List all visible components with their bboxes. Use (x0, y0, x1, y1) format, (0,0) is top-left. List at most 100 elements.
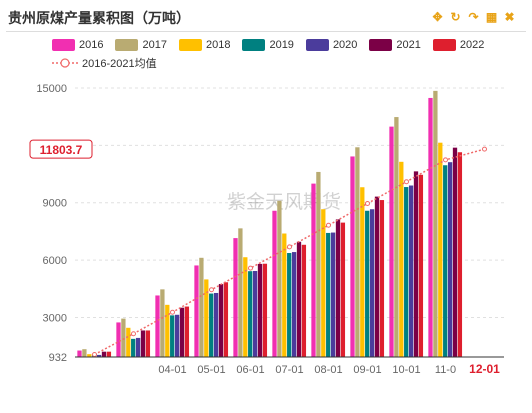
bar-2018-08-01[interactable] (321, 209, 326, 357)
bar-2018-06-01[interactable] (243, 257, 248, 357)
bar-2022-03[interactable] (145, 330, 151, 357)
bar-2016-10-01[interactable] (389, 126, 394, 358)
bar-2017-03[interactable] (121, 318, 126, 357)
bar-2016-03[interactable] (116, 322, 121, 357)
bar-2016-05-01[interactable] (194, 265, 199, 357)
save-image-icon[interactable]: ▦ (485, 9, 498, 24)
close-icon[interactable]: ✖ (504, 9, 515, 24)
bar-2021-07-01[interactable] (296, 241, 302, 357)
bar-2020-07-01[interactable] (291, 252, 297, 357)
bar-2018-04-01[interactable] (165, 304, 170, 357)
bar-2022-04-01[interactable] (184, 306, 190, 357)
bar-2016-08-01[interactable] (311, 183, 316, 357)
average-point-03[interactable] (131, 331, 136, 337)
bar-2019-04-01[interactable] (170, 315, 175, 357)
bar-2022-10-01[interactable] (418, 174, 424, 357)
bar-2019-05-01[interactable] (209, 293, 214, 357)
bar-2020-11-01[interactable] (447, 162, 453, 357)
legend-item-2021[interactable]: 2021 (369, 39, 421, 51)
bar-2016-02[interactable] (77, 350, 82, 357)
average-point-10-01[interactable] (404, 179, 409, 185)
bar-2018-10-01[interactable] (399, 161, 404, 357)
bar-2018-07-01[interactable] (282, 233, 287, 357)
bar-2020-02[interactable] (96, 354, 102, 357)
share-icon[interactable]: ↷ (468, 9, 479, 24)
bar-2020-08-01[interactable] (330, 232, 336, 357)
bar-2016-04-01[interactable] (155, 295, 160, 357)
bar-2019-07-01[interactable] (287, 253, 292, 357)
bar-2020-04-01[interactable] (174, 314, 180, 357)
average-point-09-01[interactable] (365, 200, 370, 206)
legend-item-2020[interactable]: 2020 (305, 39, 357, 51)
average-point-04-01[interactable] (170, 309, 175, 315)
y-highlight-box (29, 139, 93, 159)
chart-title: 贵州原煤产量累积图（万吨） (8, 11, 190, 27)
bar-2021-03[interactable] (140, 330, 146, 357)
bar-2016-09-01[interactable] (350, 156, 355, 357)
bar-2017-06-01[interactable] (238, 228, 243, 357)
bar-2017-07-01[interactable] (277, 200, 282, 357)
bar-2022-02[interactable] (106, 351, 112, 357)
bar-2017-05-01[interactable] (199, 257, 204, 357)
bar-2018-05-01[interactable] (204, 279, 209, 357)
legend-item-2018[interactable]: 2018 (178, 39, 230, 51)
bar-2021-11-01[interactable] (452, 147, 458, 357)
legend-item-average[interactable]: 2016-2021均值 (52, 55, 157, 71)
bar-2022-08-01[interactable] (340, 222, 346, 357)
legend-label-2022: 2022 (459, 39, 485, 51)
move-icon[interactable]: ✥ (432, 9, 443, 24)
bar-2019-09-01[interactable] (365, 210, 370, 357)
bar-2022-05-01[interactable] (223, 282, 229, 357)
refresh-icon[interactable]: ↻ (450, 9, 461, 24)
bar-2022-09-01[interactable] (379, 200, 385, 357)
bar-2017-02[interactable] (82, 349, 87, 357)
x-tick-label-05-01: 05-01 (197, 364, 225, 376)
legend-item-2017[interactable]: 2017 (115, 39, 167, 51)
bar-2021-05-01[interactable] (218, 283, 224, 357)
bar-2022-06-01[interactable] (262, 263, 268, 357)
bar-2018-11-01[interactable] (438, 142, 443, 357)
bar-2017-08-01[interactable] (316, 171, 321, 357)
x-tick-label-09-01: 09-01 (353, 364, 381, 376)
bar-2017-04-01[interactable] (160, 289, 165, 357)
bar-2019-10-01[interactable] (404, 187, 409, 357)
bar-2021-02[interactable] (101, 351, 107, 357)
legend-item-2022[interactable]: 2022 (432, 39, 485, 51)
bar-2020-03[interactable] (135, 337, 141, 357)
bar-2019-06-01[interactable] (248, 271, 253, 357)
bar-2019-11-01[interactable] (443, 165, 448, 357)
bar-2017-09-01[interactable] (355, 147, 360, 357)
bar-2017-11-01[interactable] (433, 90, 438, 357)
legend-item-2019[interactable]: 2019 (242, 39, 294, 51)
bar-2016-06-01[interactable] (233, 238, 238, 357)
bar-2020-09-01[interactable] (369, 209, 375, 357)
legend-row-years: 2016 2017 2018 2019 2020 2021 2022 (52, 36, 522, 54)
bar-2019-08-01[interactable] (326, 232, 331, 357)
bar-2018-02[interactable] (87, 354, 92, 357)
average-point-08-01[interactable] (326, 222, 331, 228)
bar-2018-03[interactable] (126, 327, 131, 357)
bar-2018-09-01[interactable] (360, 187, 365, 357)
bar-2021-10-01[interactable] (413, 171, 419, 357)
average-point-05-01[interactable] (209, 287, 214, 293)
bar-2021-08-01[interactable] (335, 219, 341, 357)
legend-item-2016[interactable]: 2016 (52, 39, 103, 51)
bar-2020-06-01[interactable] (252, 270, 258, 357)
bar-2017-10-01[interactable] (394, 117, 399, 357)
average-point-12-01[interactable] (482, 146, 487, 152)
bar-2021-06-01[interactable] (257, 263, 263, 357)
average-point-07-01[interactable] (287, 244, 292, 250)
bar-2022-11-01[interactable] (457, 152, 463, 357)
bar-2020-10-01[interactable] (408, 185, 414, 357)
bar-2022-07-01[interactable] (301, 244, 307, 357)
bar-2020-05-01[interactable] (213, 292, 219, 357)
average-point-11-01[interactable] (443, 157, 448, 163)
bar-2016-07-01[interactable] (272, 210, 277, 357)
bar-2019-03[interactable] (131, 338, 136, 357)
bar-2016-11-01[interactable] (428, 97, 433, 358)
average-point-02[interactable] (92, 352, 97, 358)
average-point-06-01[interactable] (248, 265, 253, 271)
bar-2021-09-01[interactable] (374, 196, 380, 357)
bar-2021-04-01[interactable] (179, 307, 185, 357)
